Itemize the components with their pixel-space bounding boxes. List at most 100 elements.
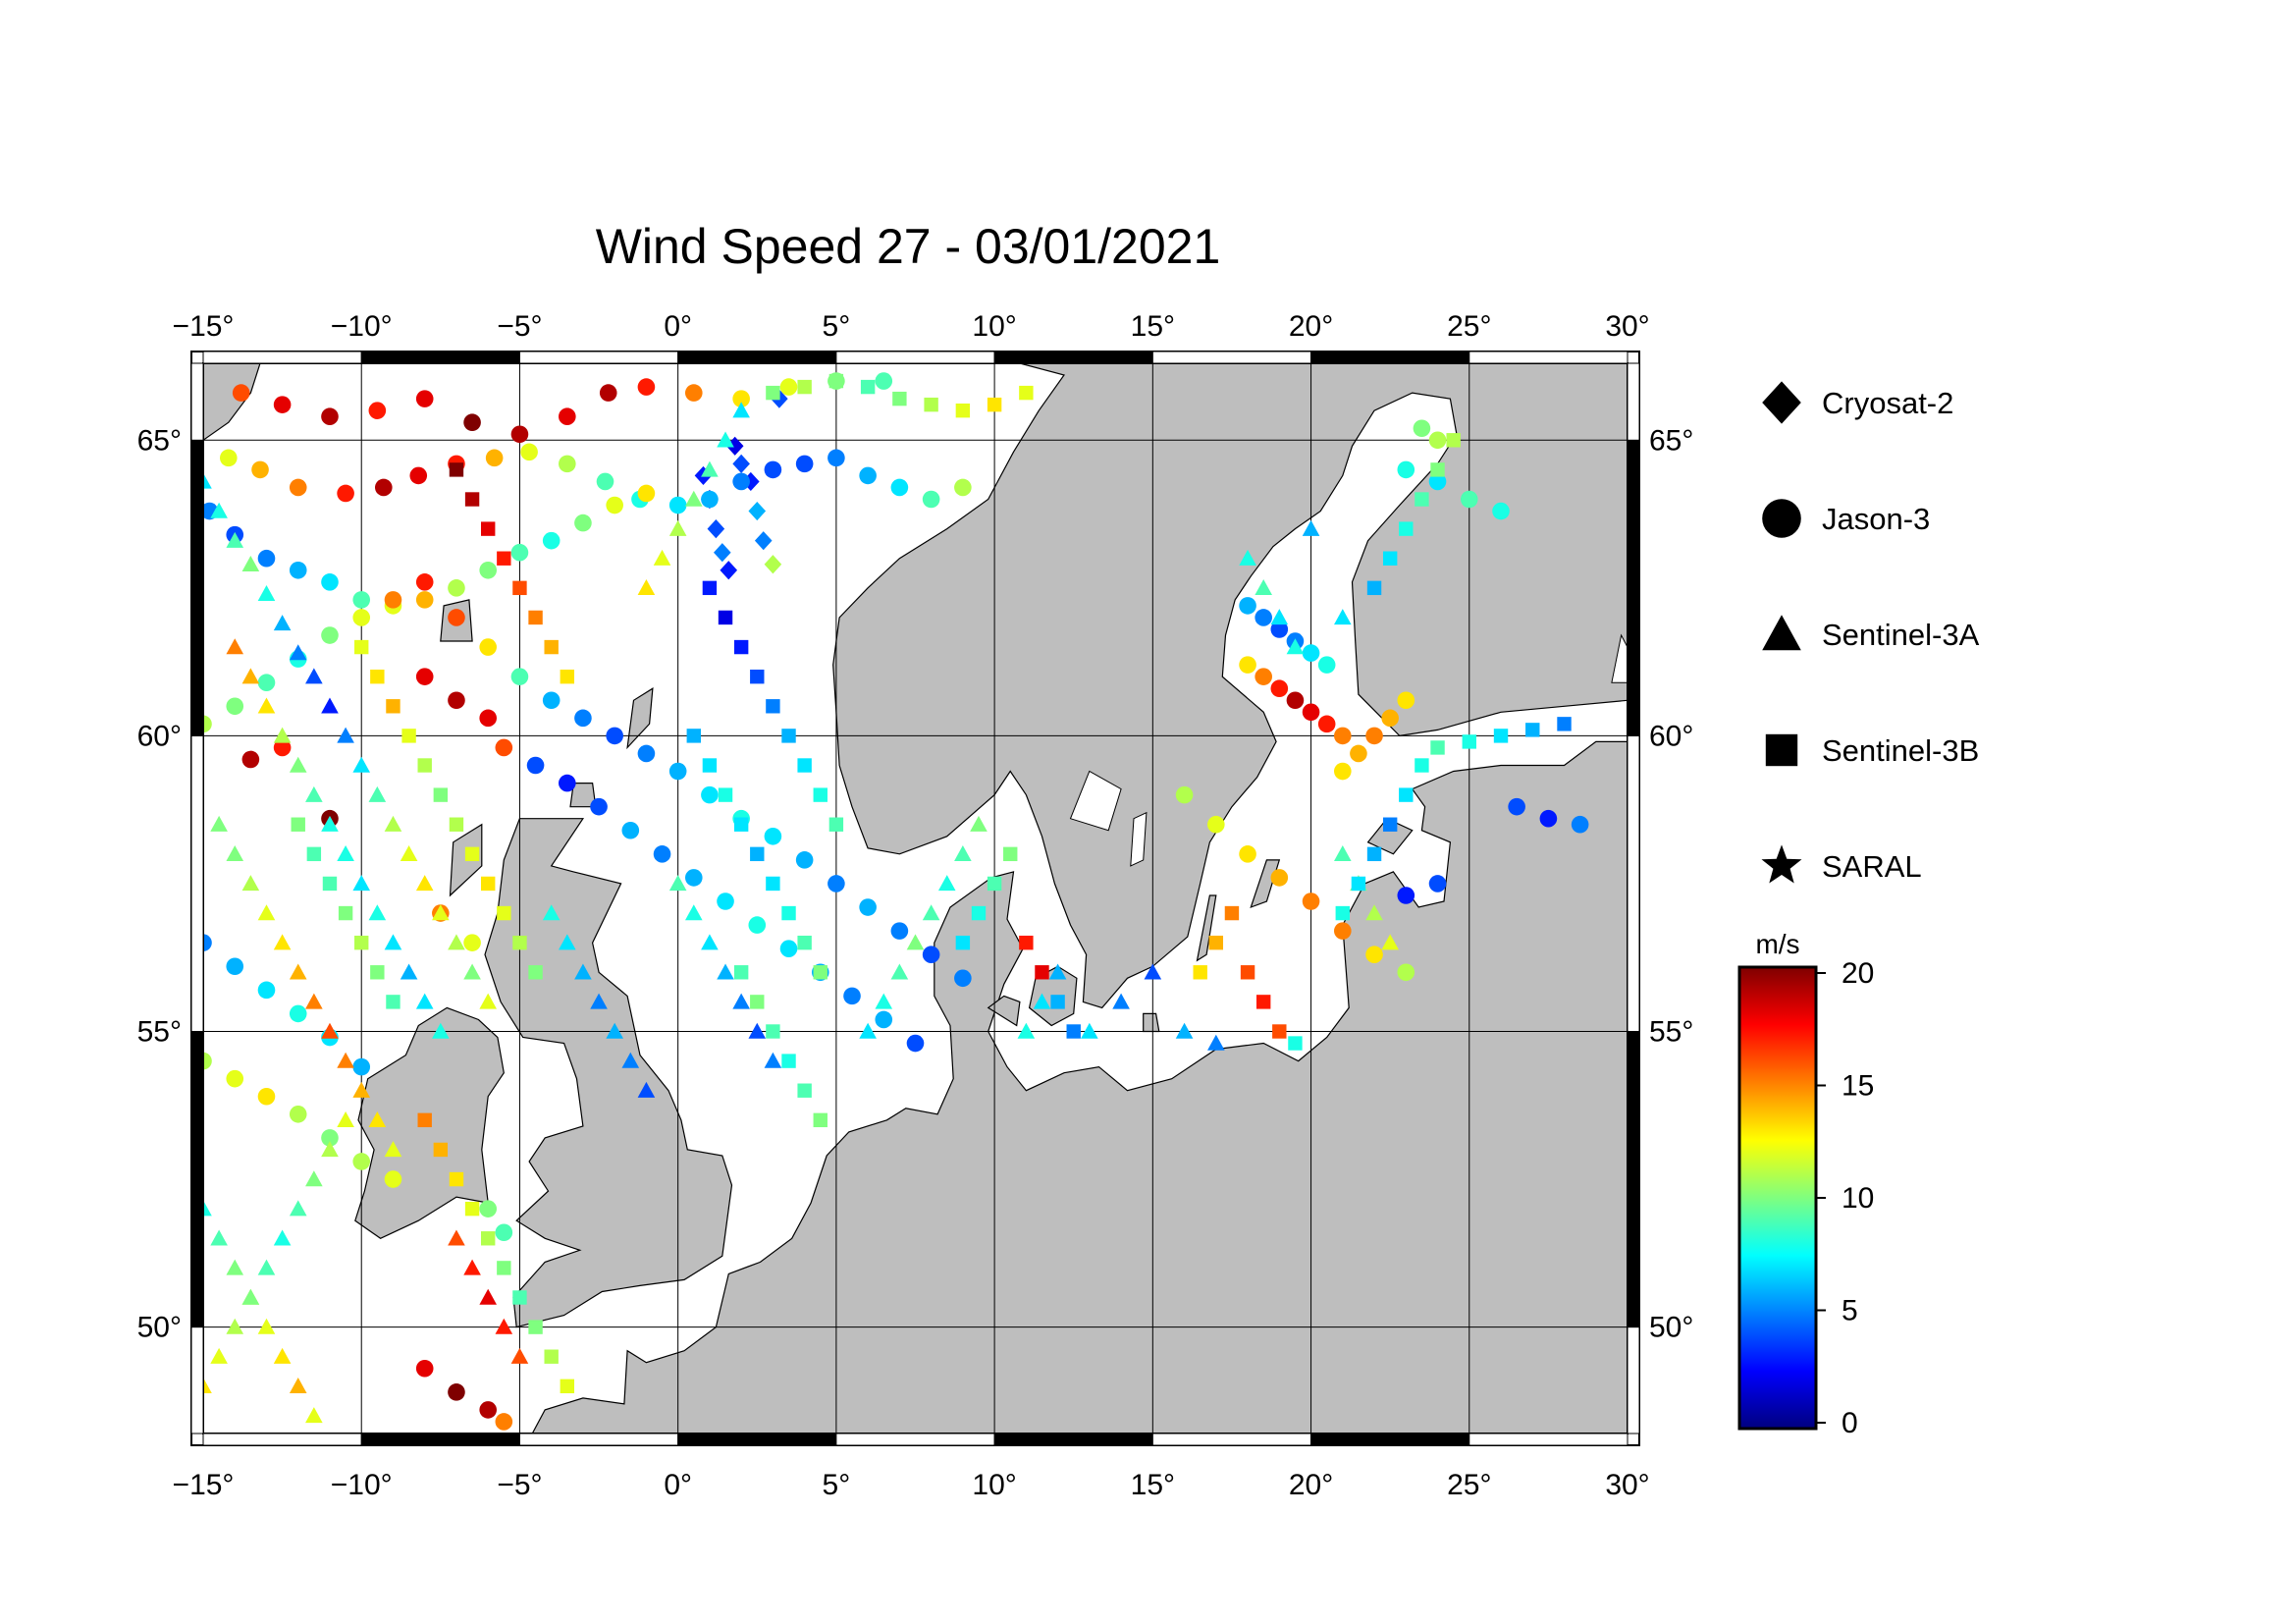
data-point bbox=[718, 787, 733, 802]
data-point bbox=[257, 1318, 276, 1334]
frame-segment-bottom bbox=[202, 1433, 362, 1446]
data-point bbox=[463, 934, 481, 951]
data-point bbox=[1240, 965, 1255, 980]
lat-tick-label-right: 60° bbox=[1649, 720, 1693, 752]
data-point bbox=[448, 579, 465, 597]
chart-title: Wind Speed 27 - 03/01/2021 bbox=[595, 219, 1221, 274]
data-point bbox=[1239, 845, 1256, 863]
data-point bbox=[606, 496, 623, 514]
data-point bbox=[542, 904, 561, 921]
data-point bbox=[574, 514, 592, 532]
data-point bbox=[1399, 787, 1414, 802]
data-point bbox=[1365, 727, 1383, 745]
data-point bbox=[748, 916, 767, 934]
data-point bbox=[352, 591, 371, 609]
data-point bbox=[226, 1259, 244, 1275]
data-point bbox=[1255, 995, 1271, 1009]
data-point bbox=[544, 1349, 559, 1364]
data-point bbox=[637, 744, 656, 763]
data-point bbox=[1381, 934, 1399, 950]
data-point bbox=[725, 436, 744, 456]
data-point bbox=[337, 845, 354, 862]
legend-label: Cryosat-2 bbox=[1822, 386, 1953, 420]
data-point bbox=[497, 905, 511, 921]
land-great-britain bbox=[484, 818, 733, 1328]
data-point bbox=[226, 957, 244, 976]
data-point bbox=[1462, 734, 1476, 749]
data-point bbox=[1193, 965, 1207, 980]
data-point bbox=[890, 478, 909, 497]
data-point bbox=[1286, 691, 1305, 710]
data-point bbox=[560, 1379, 575, 1394]
frame-segment-right bbox=[1627, 734, 1640, 1032]
data-point bbox=[352, 1057, 371, 1076]
data-point bbox=[766, 385, 780, 401]
data-point bbox=[495, 1318, 513, 1334]
data-point bbox=[321, 1141, 339, 1158]
data-point bbox=[828, 373, 844, 389]
data-point bbox=[415, 1359, 434, 1378]
data-point bbox=[338, 905, 353, 921]
data-point bbox=[226, 697, 244, 716]
lon-tick-label-bottom: 5° bbox=[823, 1469, 851, 1501]
data-point bbox=[1350, 744, 1367, 763]
data-point bbox=[384, 591, 402, 609]
diamond-icon bbox=[1762, 381, 1801, 424]
data-point bbox=[1397, 963, 1415, 982]
data-point bbox=[354, 935, 369, 950]
latitude-ticks: 50° 50° 55° 55° 60° 60° 65° 65° bbox=[137, 424, 1694, 1343]
data-point bbox=[257, 904, 276, 921]
data-point bbox=[750, 669, 765, 684]
data-point bbox=[1270, 621, 1289, 638]
colorbar: 0 5 10 15 20 m/s bbox=[1737, 929, 1874, 1439]
data-point bbox=[210, 502, 228, 518]
data-point bbox=[559, 407, 576, 425]
data-point bbox=[321, 407, 339, 425]
data-point bbox=[337, 727, 354, 743]
data-point bbox=[210, 815, 228, 832]
data-point bbox=[289, 963, 307, 980]
data-point bbox=[463, 963, 481, 980]
colorbar-tick-label: 10 bbox=[1842, 1182, 1874, 1215]
data-point bbox=[1334, 727, 1352, 745]
square-icon bbox=[1765, 733, 1798, 767]
legend-item: SARAL bbox=[1761, 844, 1922, 884]
data-point bbox=[1399, 521, 1414, 536]
data-point bbox=[415, 875, 434, 892]
data-point bbox=[797, 758, 812, 773]
data-point bbox=[415, 668, 434, 685]
data-point bbox=[210, 1229, 228, 1246]
data-point bbox=[1272, 1024, 1287, 1039]
data-point bbox=[828, 875, 845, 893]
data-point bbox=[701, 490, 719, 509]
colorbar-unit: m/s bbox=[1755, 929, 1799, 959]
data-point bbox=[828, 817, 844, 832]
data-point bbox=[321, 697, 339, 714]
lat-tick-label-left: 55° bbox=[137, 1015, 182, 1048]
data-point bbox=[1302, 703, 1320, 722]
data-point bbox=[559, 774, 576, 792]
lon-tick-label-bottom: 25° bbox=[1447, 1469, 1491, 1501]
data-point bbox=[337, 1052, 354, 1068]
data-point bbox=[384, 1170, 402, 1188]
land-oland bbox=[1196, 894, 1217, 962]
data-point bbox=[1239, 656, 1256, 674]
data-point bbox=[955, 935, 971, 950]
data-point bbox=[686, 729, 701, 743]
data-point bbox=[448, 1383, 465, 1401]
data-point bbox=[257, 697, 276, 714]
data-point bbox=[273, 1229, 292, 1246]
data-point bbox=[779, 378, 798, 396]
data-point bbox=[433, 787, 449, 802]
data-point bbox=[653, 549, 671, 566]
frame-segment-bottom bbox=[1468, 1433, 1629, 1446]
data-point bbox=[732, 472, 750, 491]
data-point bbox=[954, 478, 972, 497]
data-point bbox=[415, 390, 434, 407]
data-point bbox=[1335, 905, 1350, 921]
data-point bbox=[448, 934, 465, 950]
colorbar-tick-label: 0 bbox=[1842, 1407, 1858, 1439]
data-point bbox=[906, 1034, 925, 1053]
data-point bbox=[732, 993, 750, 1009]
